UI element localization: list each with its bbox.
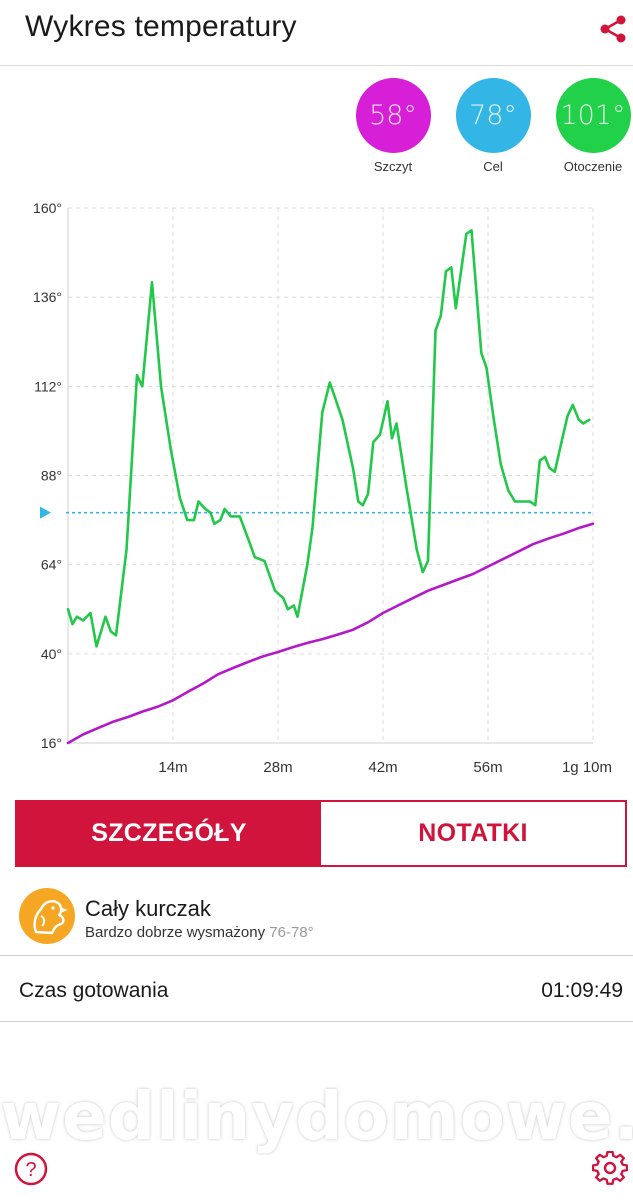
- tab-details[interactable]: SZCZEGÓŁY: [17, 802, 321, 865]
- cook-time-label: Czas gotowania: [19, 979, 169, 1002]
- gauge-peak-circle: 58°: [355, 78, 431, 153]
- temperature-gauges: 58° Szczyt 78° Cel 101° Otoczenie: [0, 78, 633, 178]
- recipe-row[interactable]: Cały kurczak Bardzo dobrze wysmażony 76-…: [0, 885, 633, 955]
- chicken-icon: [19, 888, 75, 944]
- gauge-peak-label: Szczyt: [373, 159, 413, 174]
- y-tick-label: 40°: [41, 646, 62, 662]
- y-tick-label: 112°: [34, 378, 62, 394]
- gauge-target-circle: 78°: [455, 78, 531, 153]
- divider: [0, 1021, 633, 1022]
- help-icon: ?: [14, 1152, 48, 1186]
- target-marker-icon: [40, 506, 51, 519]
- settings-button[interactable]: [591, 1150, 629, 1187]
- gear-icon: [591, 1150, 629, 1185]
- y-tick-label: 136°: [33, 289, 62, 305]
- gauge-ambient-label: Otoczenie: [563, 159, 623, 174]
- x-tick-label: 1g 10m: [562, 759, 612, 776]
- recipe-name: Cały kurczak: [85, 896, 211, 921]
- temperature-chart: 160° 136° 112° 88° 64° 40° 16° 14m 28m 42m 56m 1g 1…: [33, 200, 612, 776]
- recipe-temp-range: 76-78°: [269, 924, 314, 941]
- x-tick-label: 56m: [473, 759, 502, 776]
- gauge-peak-value: 58°: [369, 100, 417, 131]
- gauge-target-label: Cel: [483, 159, 503, 174]
- y-tick-label: 64°: [41, 557, 62, 573]
- cook-time-value: 01:09:49: [541, 979, 623, 1002]
- recipe-doneness: Bardzo dobrze wysmażony: [85, 924, 266, 941]
- help-button[interactable]: ?: [14, 1152, 48, 1186]
- y-tick-label: 16°: [41, 735, 62, 751]
- gauge-ambient-circle: 101°: [555, 78, 631, 153]
- page-title: Wykres temperatury: [25, 10, 297, 43]
- gauge-ambient-value: 101°: [560, 100, 626, 131]
- x-tick-label: 28m: [263, 759, 292, 776]
- gauge-peak[interactable]: 58° Szczyt: [353, 78, 433, 174]
- gauge-ambient[interactable]: 101° Otoczenie: [553, 78, 633, 174]
- gauge-target[interactable]: 78° Cel: [453, 78, 533, 174]
- share-icon: [600, 15, 626, 43]
- series-line-1: [66, 522, 595, 745]
- cook-time-row: Czas gotowania 01:09:49: [0, 963, 633, 1021]
- divider: [0, 955, 633, 956]
- gauge-target-value: 78°: [469, 100, 517, 131]
- svg-text:?: ?: [25, 1159, 36, 1181]
- tab-bar: SZCZEGÓŁY NOTATKI: [15, 800, 627, 867]
- series-line-0: [66, 229, 591, 648]
- x-tick-label: 14m: [158, 759, 187, 776]
- x-tick-label: 42m: [368, 759, 397, 776]
- recipe-doneness-line: Bardzo dobrze wysmażony 76-78°: [85, 924, 314, 941]
- tab-notes[interactable]: NOTATKI: [321, 802, 625, 865]
- app-header: Wykres temperatury: [0, 0, 633, 66]
- share-button[interactable]: [598, 14, 628, 44]
- watermark: wedlinydomowe.pl: [0, 1078, 633, 1155]
- y-tick-label: 160°: [33, 200, 62, 216]
- y-tick-label: 88°: [41, 468, 62, 484]
